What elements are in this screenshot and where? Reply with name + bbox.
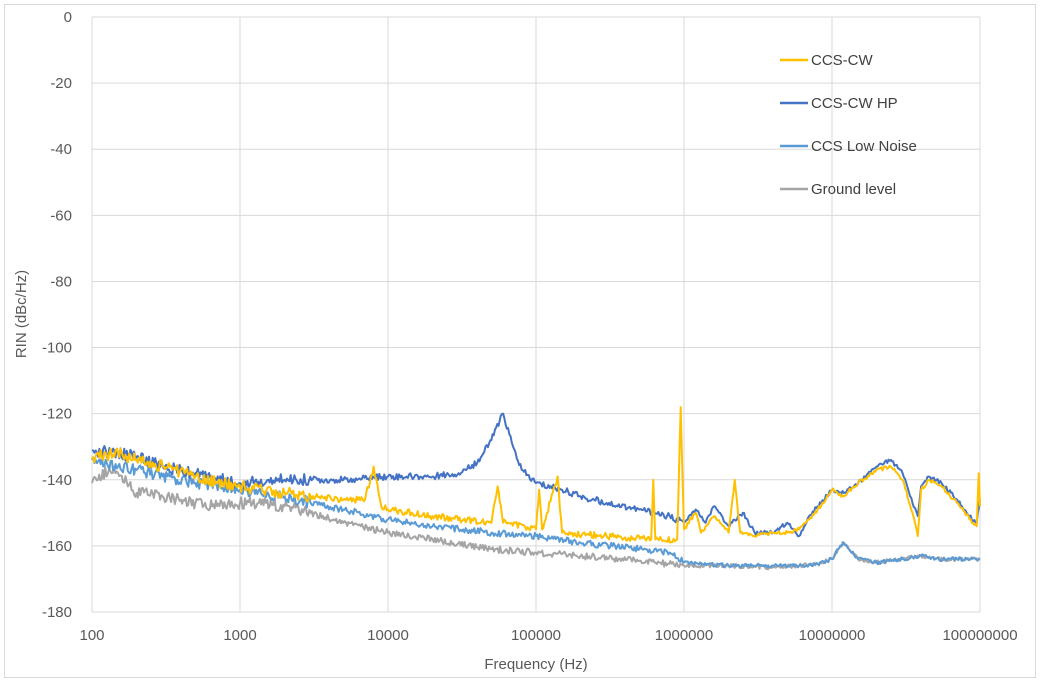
x-tick-label: 10000 [367,627,409,644]
tick-labels: 0 -20 -40 -60 -80 -100 -120 -140 -160 -180 100 1000… [42,9,1018,644]
y-tick-label: -160 [42,538,72,555]
x-tick-label: 100000 [511,627,561,644]
legend-label: Ground level [811,181,896,198]
x-axis-title: Frequency (Hz) [484,656,587,673]
y-axis-title: RIN (dBc/Hz) [13,270,30,358]
grid-lines [91,16,981,613]
y-tick-label: -120 [42,406,72,423]
y-tick-label: -180 [42,604,72,621]
y-tick-label: -60 [50,207,72,224]
chart-frame [4,4,1036,678]
y-tick-label: -100 [42,340,72,357]
series-lines [91,406,981,571]
x-tick-label: 1000 [223,627,256,644]
x-tick-label: 1000000 [655,627,713,644]
y-tick-label: -80 [50,273,72,290]
legend-label: CCS-CW [811,52,873,69]
legend: CCS-CW CCS-CW HP CCS Low Noise Ground level [780,52,917,198]
y-tick-label: -20 [50,75,72,92]
x-tick-label: 100 [79,627,104,644]
legend-label: CCS Low Noise [811,138,917,155]
x-tick-label: 100000000 [942,627,1017,644]
y-tick-label: 0 [64,9,72,26]
y-tick-label: -40 [50,141,72,158]
legend-label: CCS-CW HP [811,95,898,112]
series-line-0 [91,406,981,544]
x-tick-label: 10000000 [799,627,866,644]
y-tick-label: -140 [42,472,72,489]
